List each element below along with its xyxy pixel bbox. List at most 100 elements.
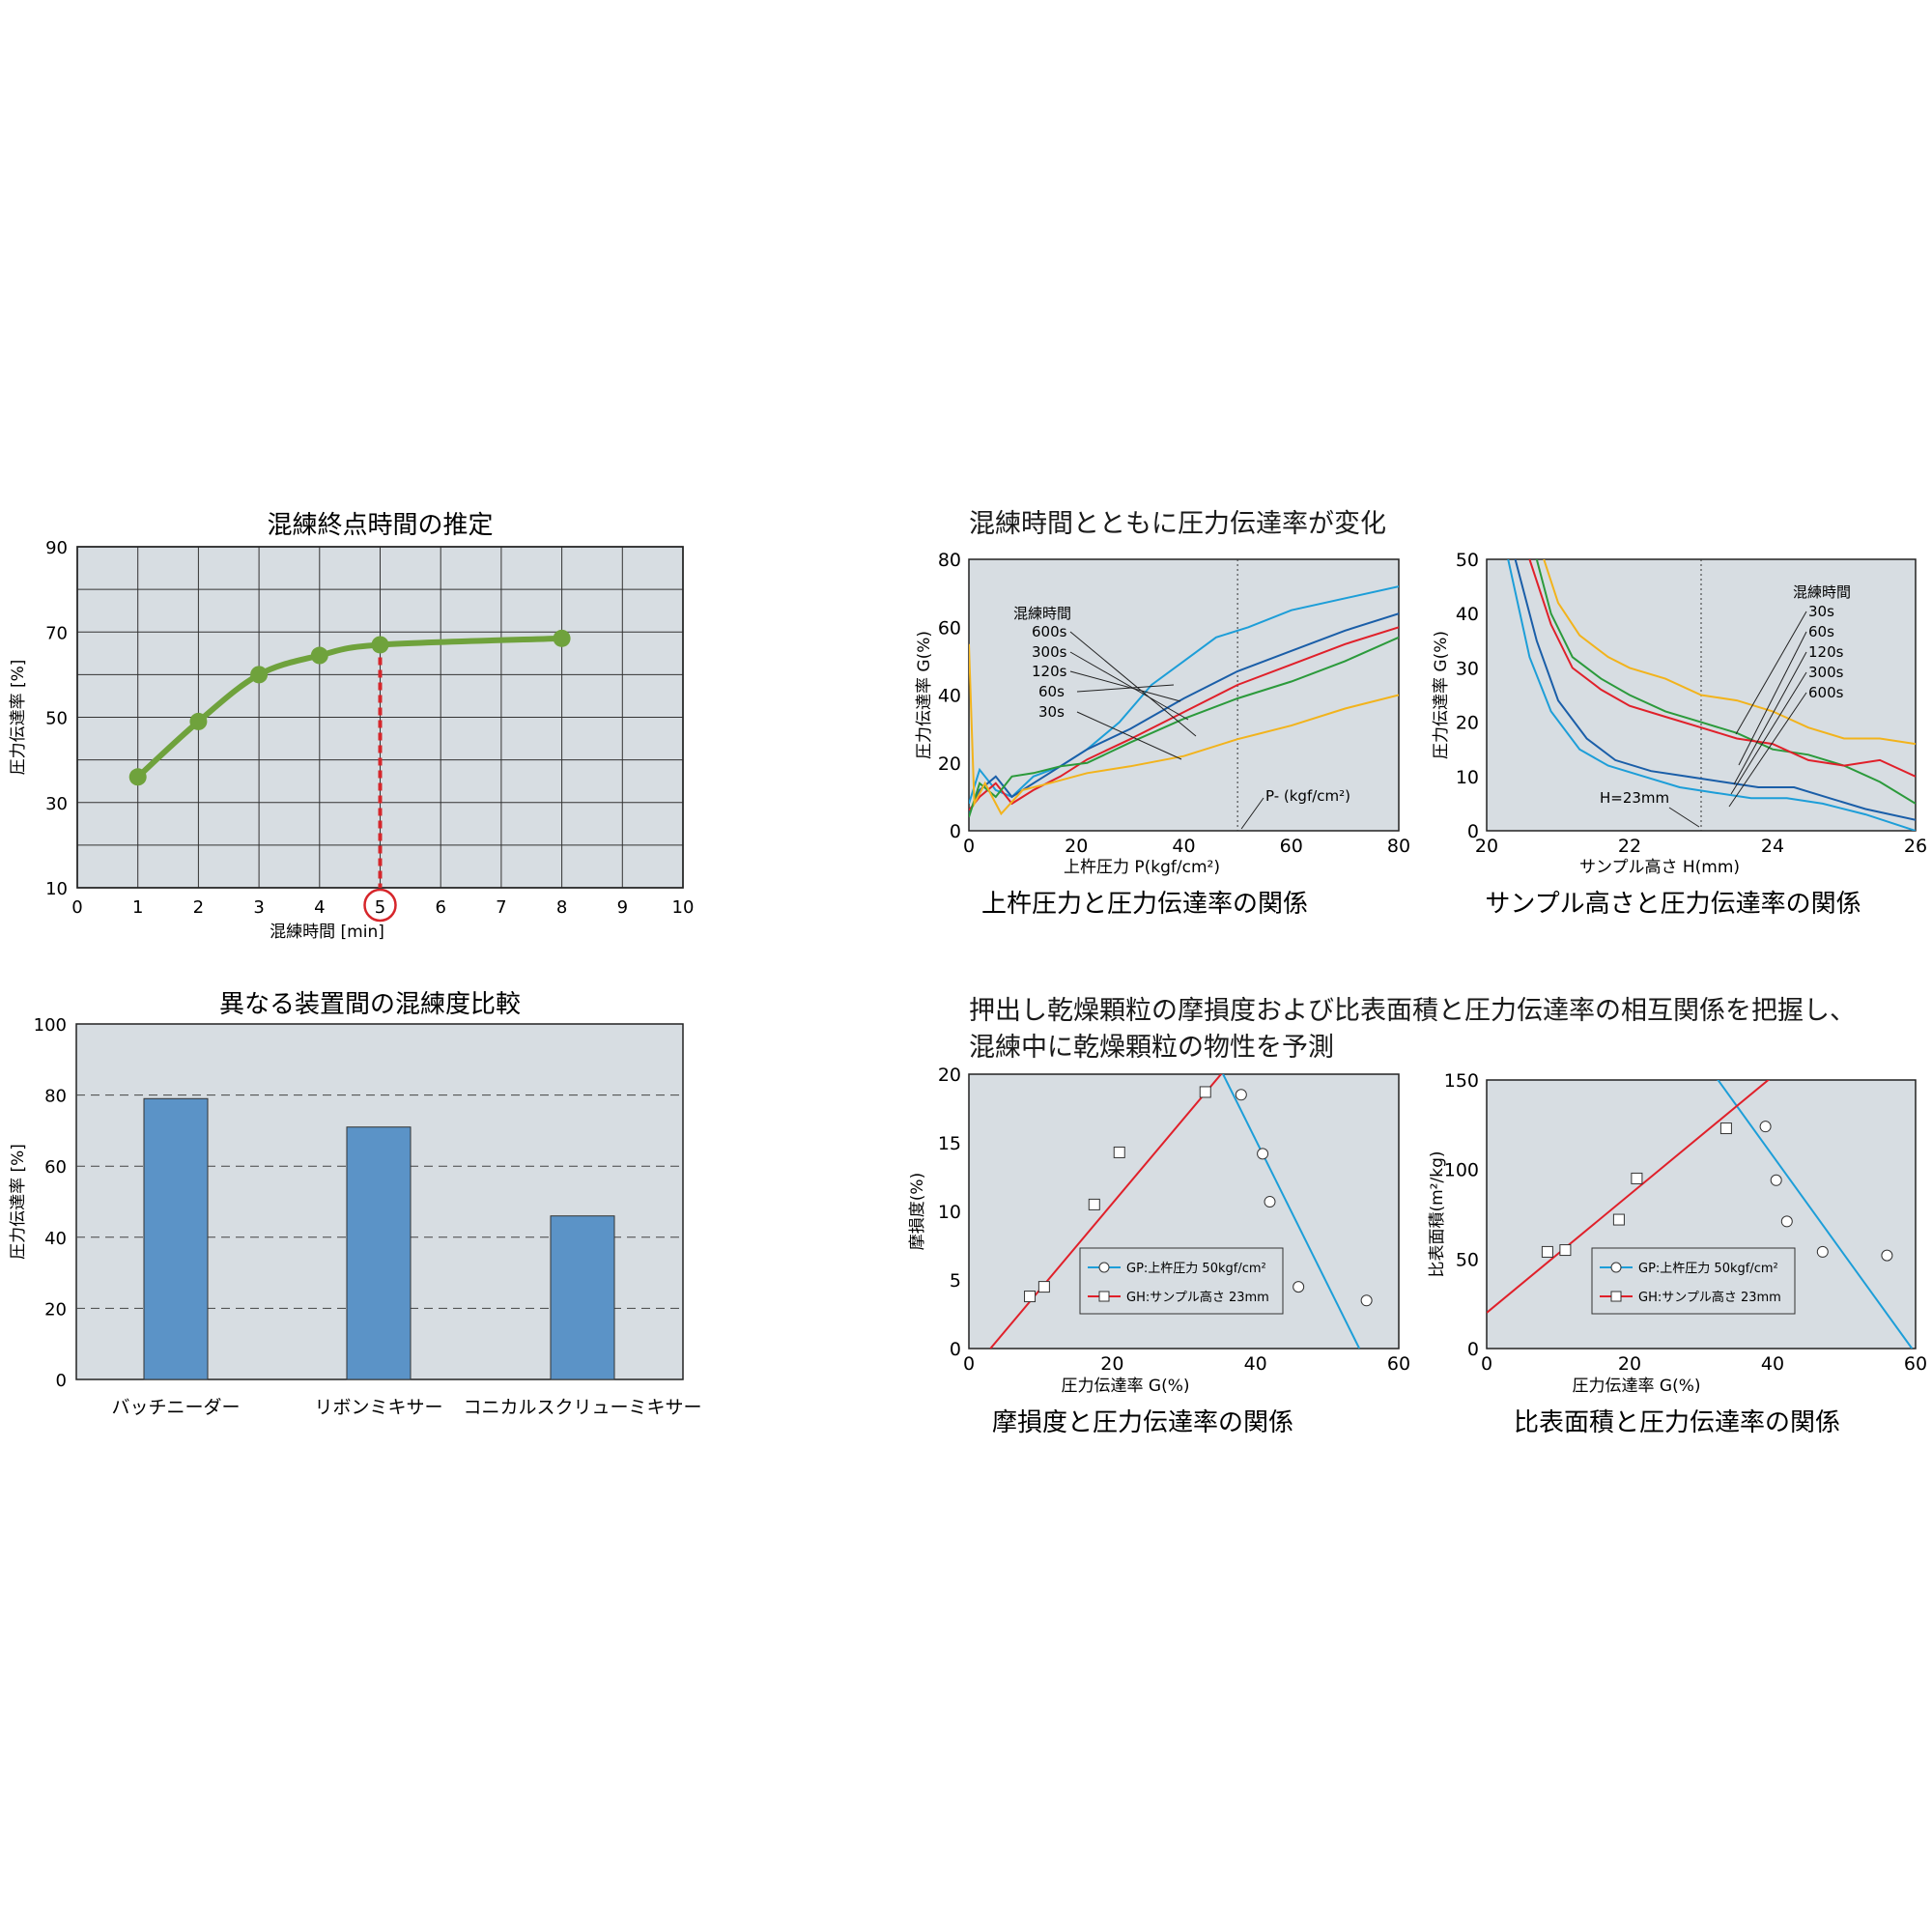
leader-line	[1730, 671, 1807, 795]
data-point-square	[1199, 1086, 1211, 1098]
chart-height: 20 22 24 26 0 10 20 30 40 50 サンプル高さ H(mm) 圧力伝達率 G(%…	[1432, 550, 1927, 919]
x-category-label: コニカルスクリューミキサー	[463, 1397, 701, 1418]
x-tick-label: 0	[963, 1353, 975, 1375]
x-tick-label: 6	[435, 897, 445, 918]
data-point	[553, 629, 571, 647]
y-tick-label: 100	[1444, 1160, 1479, 1181]
data-point-square	[1719, 1122, 1732, 1135]
y-tick-label: 0	[56, 1371, 67, 1391]
y-tick-label: 0	[950, 821, 961, 842]
legend-title: 混練時間	[1793, 583, 1851, 601]
leader-line	[1069, 651, 1189, 721]
x-tick-label: 20	[1475, 836, 1498, 857]
x-tick-label: 1	[132, 897, 143, 918]
legend-label: 60s	[1808, 623, 1834, 640]
x-tick-label: 60	[1904, 1353, 1927, 1375]
series-line	[969, 612, 1399, 814]
x-tick-label: 40	[1761, 1353, 1784, 1375]
legend-label: 600s	[1032, 623, 1067, 640]
x-axis-label: 混練時間 [min]	[270, 923, 384, 942]
y-tick-label: 50	[1456, 550, 1479, 571]
x-tick-label: 3	[253, 897, 264, 918]
chart-caption: 比表面積と圧力伝達率の関係	[1514, 1408, 1840, 1437]
legend-label: 30s	[1808, 603, 1834, 620]
y-tick-label: 0	[1467, 1339, 1479, 1360]
data-point	[371, 636, 389, 654]
x-tick-label: 2	[193, 897, 204, 918]
series-line	[1528, 559, 1916, 778]
legend-label: 30s	[1038, 703, 1065, 721]
y-tick-label: 100	[34, 1015, 67, 1036]
x-axis-label: 上杵圧力 P(kgf/cm²)	[1064, 858, 1220, 877]
y-axis-label: 比表面積(m²/kg)	[1428, 1151, 1447, 1277]
y-tick-label: 50	[45, 709, 68, 729]
leader-line	[1069, 670, 1181, 702]
annotation-arrow	[1668, 807, 1700, 828]
y-tick-label: 30	[45, 794, 68, 814]
leader-line	[1076, 711, 1182, 760]
data-point-circle	[1264, 1196, 1276, 1208]
x-tick-label: 0	[1481, 1353, 1492, 1375]
data-point-square	[1631, 1172, 1643, 1184]
x-tick-label: 4	[314, 897, 325, 918]
data-point	[128, 768, 147, 786]
data-point	[250, 666, 269, 684]
leader-line	[1076, 684, 1175, 693]
legend-label: GH:サンプル高さ 23mm	[1638, 1290, 1781, 1305]
data-point-circle	[1881, 1249, 1893, 1262]
leader-line	[1733, 651, 1807, 785]
x-axis-label: 圧力伝達率 G(%)	[1573, 1377, 1701, 1396]
chart-pressure: 0 20 40 60 80 0 20 40 60 80 上杵圧力 P(kgf/cm²) 圧力伝達率 G…	[915, 550, 1410, 919]
y-tick-label: 70	[45, 623, 68, 643]
leader-line	[1738, 631, 1807, 766]
legend-title: 混練時間	[1013, 605, 1071, 622]
x-tick-label: 80	[1387, 836, 1410, 857]
y-tick-label: 40	[1456, 604, 1479, 625]
x-tick-label: 9	[617, 897, 628, 918]
x-tick-label: 5	[375, 897, 385, 918]
x-tick-label: 20	[1100, 1353, 1123, 1375]
legend-marker	[1098, 1291, 1110, 1302]
y-tick-label: 15	[938, 1133, 961, 1154]
x-tick-label: 26	[1904, 836, 1927, 857]
y-tick-label: 150	[1444, 1070, 1479, 1092]
x-tick-label: 8	[556, 897, 567, 918]
data-point-circle	[1257, 1148, 1269, 1160]
chart-caption: 摩損度と圧力伝達率の関係	[992, 1408, 1293, 1437]
fit-line	[1221, 1074, 1361, 1349]
y-axis-label: 圧力伝達率 G(%)	[1432, 631, 1451, 759]
y-tick-label: 20	[938, 1065, 961, 1086]
data-point-circle	[1816, 1245, 1829, 1258]
y-axis-label: 圧力伝達率 [%]	[9, 660, 28, 776]
data-point	[189, 712, 208, 730]
legend-label: 300s	[1808, 664, 1844, 681]
y-tick-label: 40	[44, 1229, 67, 1249]
x-tick-label: 60	[1280, 836, 1303, 857]
y-axis-label: 摩損度(%)	[908, 1173, 927, 1250]
y-tick-label: 60	[938, 617, 961, 639]
annotation-text: H=23mm	[1600, 789, 1669, 807]
data-point-circle	[1780, 1215, 1793, 1228]
chart-attrition: 0 20 40 60 0 5 10 15 20 圧力伝達率 G(%) 摩損度(%) GP:上杵圧力 5…	[908, 1065, 1410, 1437]
data-point-circle	[1293, 1281, 1305, 1293]
legend-marker	[1098, 1262, 1110, 1273]
data-point-square	[1559, 1244, 1572, 1257]
x-tick-label: 60	[1387, 1353, 1410, 1375]
annotation-text: P- (kgf/cm²)	[1265, 787, 1350, 805]
bar	[143, 1097, 209, 1380]
series-line	[1543, 559, 1916, 746]
bar	[346, 1126, 412, 1380]
y-tick-label: 80	[44, 1087, 67, 1107]
x-tick-label: 0	[71, 897, 82, 918]
x-tick-label: 40	[1172, 836, 1195, 857]
y-tick-label: 60	[44, 1157, 67, 1178]
legend-box	[1591, 1247, 1796, 1315]
legend-box	[1079, 1247, 1284, 1315]
series-line	[969, 585, 1399, 805]
legend-marker	[1610, 1262, 1622, 1273]
y-tick-label: 10	[45, 879, 68, 899]
chart-title: 混練終点時間の推定	[267, 511, 493, 540]
right-bottom-heading-line2: 混練中に乾燥顆粒の物性を予測	[969, 1033, 1334, 1063]
